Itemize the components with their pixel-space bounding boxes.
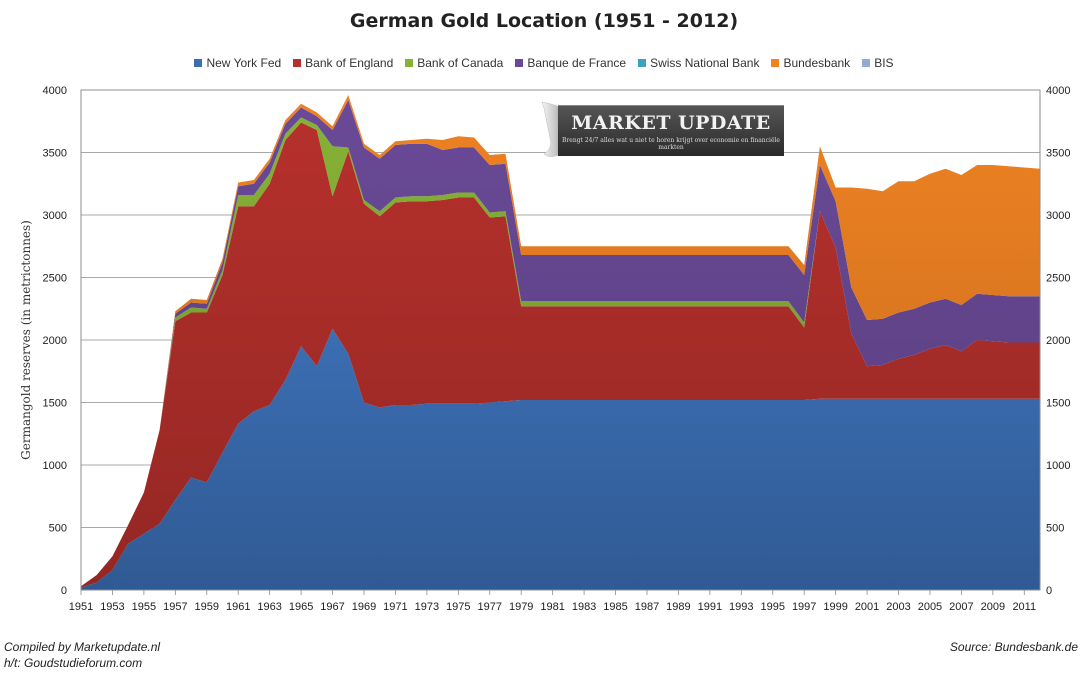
market-update-subtitle: Brengt 24/7 alles wat u niet te horen kr… bbox=[562, 137, 780, 151]
legend-swatch bbox=[293, 59, 302, 67]
legend-swatch bbox=[194, 59, 203, 67]
legend-swatch bbox=[638, 59, 647, 67]
legend: New York Fed Bank of England Bank of Canad… bbox=[0, 56, 1088, 70]
y-tick-label: 4000 bbox=[43, 85, 67, 97]
source-text: Source: Bundesbank.de bbox=[949, 640, 1078, 654]
x-tick-label: 1987 bbox=[635, 601, 659, 613]
y-tick-label: 3000 bbox=[43, 210, 67, 222]
x-tick-label: 1959 bbox=[195, 601, 219, 613]
x-tick-label: 1973 bbox=[415, 601, 439, 613]
legend-swatch bbox=[771, 59, 780, 67]
legend-item: BIS bbox=[862, 56, 894, 70]
legend-swatch bbox=[515, 59, 524, 67]
x-tick-label: 1997 bbox=[792, 601, 816, 613]
legend-item: Banque de France bbox=[515, 56, 626, 70]
y2-tick-label: 1500 bbox=[1046, 398, 1070, 410]
x-tick-label: 1955 bbox=[132, 601, 156, 613]
x-tick-label: 1975 bbox=[446, 601, 470, 613]
x-tick-label: 1967 bbox=[320, 601, 344, 613]
legend-swatch bbox=[862, 59, 871, 67]
chart-title: German Gold Location (1951 - 2012) bbox=[349, 10, 739, 32]
legend-label: BIS bbox=[874, 56, 894, 70]
y2-tick-label: 3000 bbox=[1046, 210, 1070, 222]
x-tick-label: 1985 bbox=[603, 601, 627, 613]
x-tick-label: 1977 bbox=[478, 601, 502, 613]
legend-item: Swiss National Bank bbox=[638, 56, 759, 70]
y-tick-label: 0 bbox=[61, 585, 67, 597]
y-tick-label: 2000 bbox=[43, 335, 67, 347]
y-tick-label: 1500 bbox=[43, 398, 67, 410]
x-tick-label: 2003 bbox=[886, 601, 910, 613]
x-tick-label: 1969 bbox=[352, 601, 376, 613]
x-tick-label: 1953 bbox=[100, 601, 124, 613]
y2-tick-label: 500 bbox=[1046, 523, 1064, 535]
x-tick-label: 1993 bbox=[729, 601, 753, 613]
y2-tick-label: 2500 bbox=[1046, 273, 1070, 285]
y2-tick-label: 3500 bbox=[1046, 148, 1070, 160]
x-tick-label: 1971 bbox=[383, 601, 407, 613]
hattip-text: h/t: Goudstudieforum.com bbox=[4, 656, 143, 670]
legend-item: New York Fed bbox=[194, 56, 281, 70]
legend-label: New York Fed bbox=[206, 56, 282, 70]
y-tick-label: 3500 bbox=[43, 148, 67, 160]
x-tick-label: 1957 bbox=[163, 601, 187, 613]
y2-tick-label: 1000 bbox=[1046, 460, 1070, 472]
x-tick-label: 2001 bbox=[855, 601, 879, 613]
x-tick-label: 2007 bbox=[949, 601, 973, 613]
legend-label: Bank of Canada bbox=[417, 56, 504, 70]
legend-swatch bbox=[405, 59, 414, 67]
x-tick-label: 1981 bbox=[540, 601, 564, 613]
x-tick-label: 2009 bbox=[981, 601, 1005, 613]
x-tick-label: 1961 bbox=[226, 601, 250, 613]
area-series-bank-of-england bbox=[81, 122, 1040, 588]
market-update-banner: MARKET UPDATE Brengt 24/7 alles wat u ni… bbox=[558, 105, 784, 156]
legend-label: Swiss National Bank bbox=[650, 56, 760, 70]
area-series-new-york-fed bbox=[81, 328, 1040, 590]
legend-label: Banque de France bbox=[527, 56, 627, 70]
y-axis-label: Germangold reserves (in metrictonnes) bbox=[19, 220, 33, 460]
legend-label: Bank of England bbox=[305, 56, 394, 70]
legend-item: Bundesbank bbox=[771, 56, 850, 70]
credit-text: Compiled by Marketupdate.nl bbox=[4, 640, 161, 654]
y-tick-label: 500 bbox=[49, 523, 67, 535]
legend-item: Bank of Canada bbox=[405, 56, 503, 70]
x-tick-label: 1999 bbox=[823, 601, 847, 613]
x-tick-label: 1995 bbox=[760, 601, 784, 613]
y-tick-label: 1000 bbox=[43, 460, 67, 472]
x-tick-label: 2005 bbox=[918, 601, 942, 613]
y2-tick-label: 4000 bbox=[1046, 85, 1070, 97]
area-layer bbox=[81, 95, 1040, 590]
x-tick-label: 1979 bbox=[509, 601, 533, 613]
x-tick-label: 1989 bbox=[666, 601, 690, 613]
axis-layer: 0 500 1000 1500 2000 2500 3000 3500 4000 0 500 1000… bbox=[43, 85, 1071, 613]
legend-item: Bank of England bbox=[293, 56, 393, 70]
x-tick-label: 2011 bbox=[1012, 601, 1036, 613]
market-update-watermark: MARKET UPDATE Brengt 24/7 alles wat u ni… bbox=[538, 100, 788, 164]
legend-label: Bundesbank bbox=[783, 56, 851, 70]
x-tick-label: 1965 bbox=[289, 601, 313, 613]
x-tick-label: 1991 bbox=[698, 601, 722, 613]
x-tick-label: 1963 bbox=[257, 601, 281, 613]
y2-tick-label: 0 bbox=[1046, 585, 1052, 597]
x-tick-label: 1983 bbox=[572, 601, 596, 613]
y-tick-label: 2500 bbox=[43, 273, 67, 285]
market-update-title: MARKET UPDATE bbox=[571, 112, 771, 134]
y2-tick-label: 2000 bbox=[1046, 335, 1070, 347]
x-tick-label: 1951 bbox=[69, 601, 93, 613]
